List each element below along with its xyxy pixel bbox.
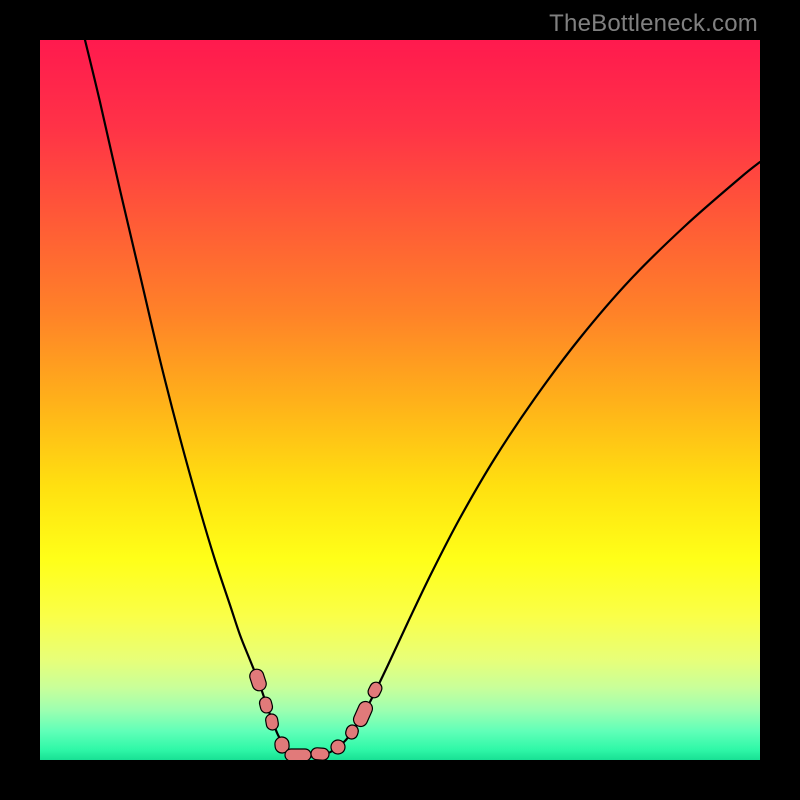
plot-area: [40, 40, 760, 760]
curve-marker: [265, 713, 280, 731]
curve-marker: [366, 680, 384, 700]
watermark-text: TheBottleneck.com: [549, 10, 758, 38]
curve-marker: [351, 699, 374, 728]
marker-group: [248, 667, 384, 760]
curve-marker: [248, 667, 268, 692]
curve-marker: [258, 696, 274, 714]
curve-marker: [311, 747, 330, 760]
curve-layer: [40, 40, 760, 760]
curve-marker: [285, 749, 311, 760]
chart-frame: TheBottleneck.com: [0, 0, 800, 800]
bottleneck-curve: [85, 40, 760, 757]
